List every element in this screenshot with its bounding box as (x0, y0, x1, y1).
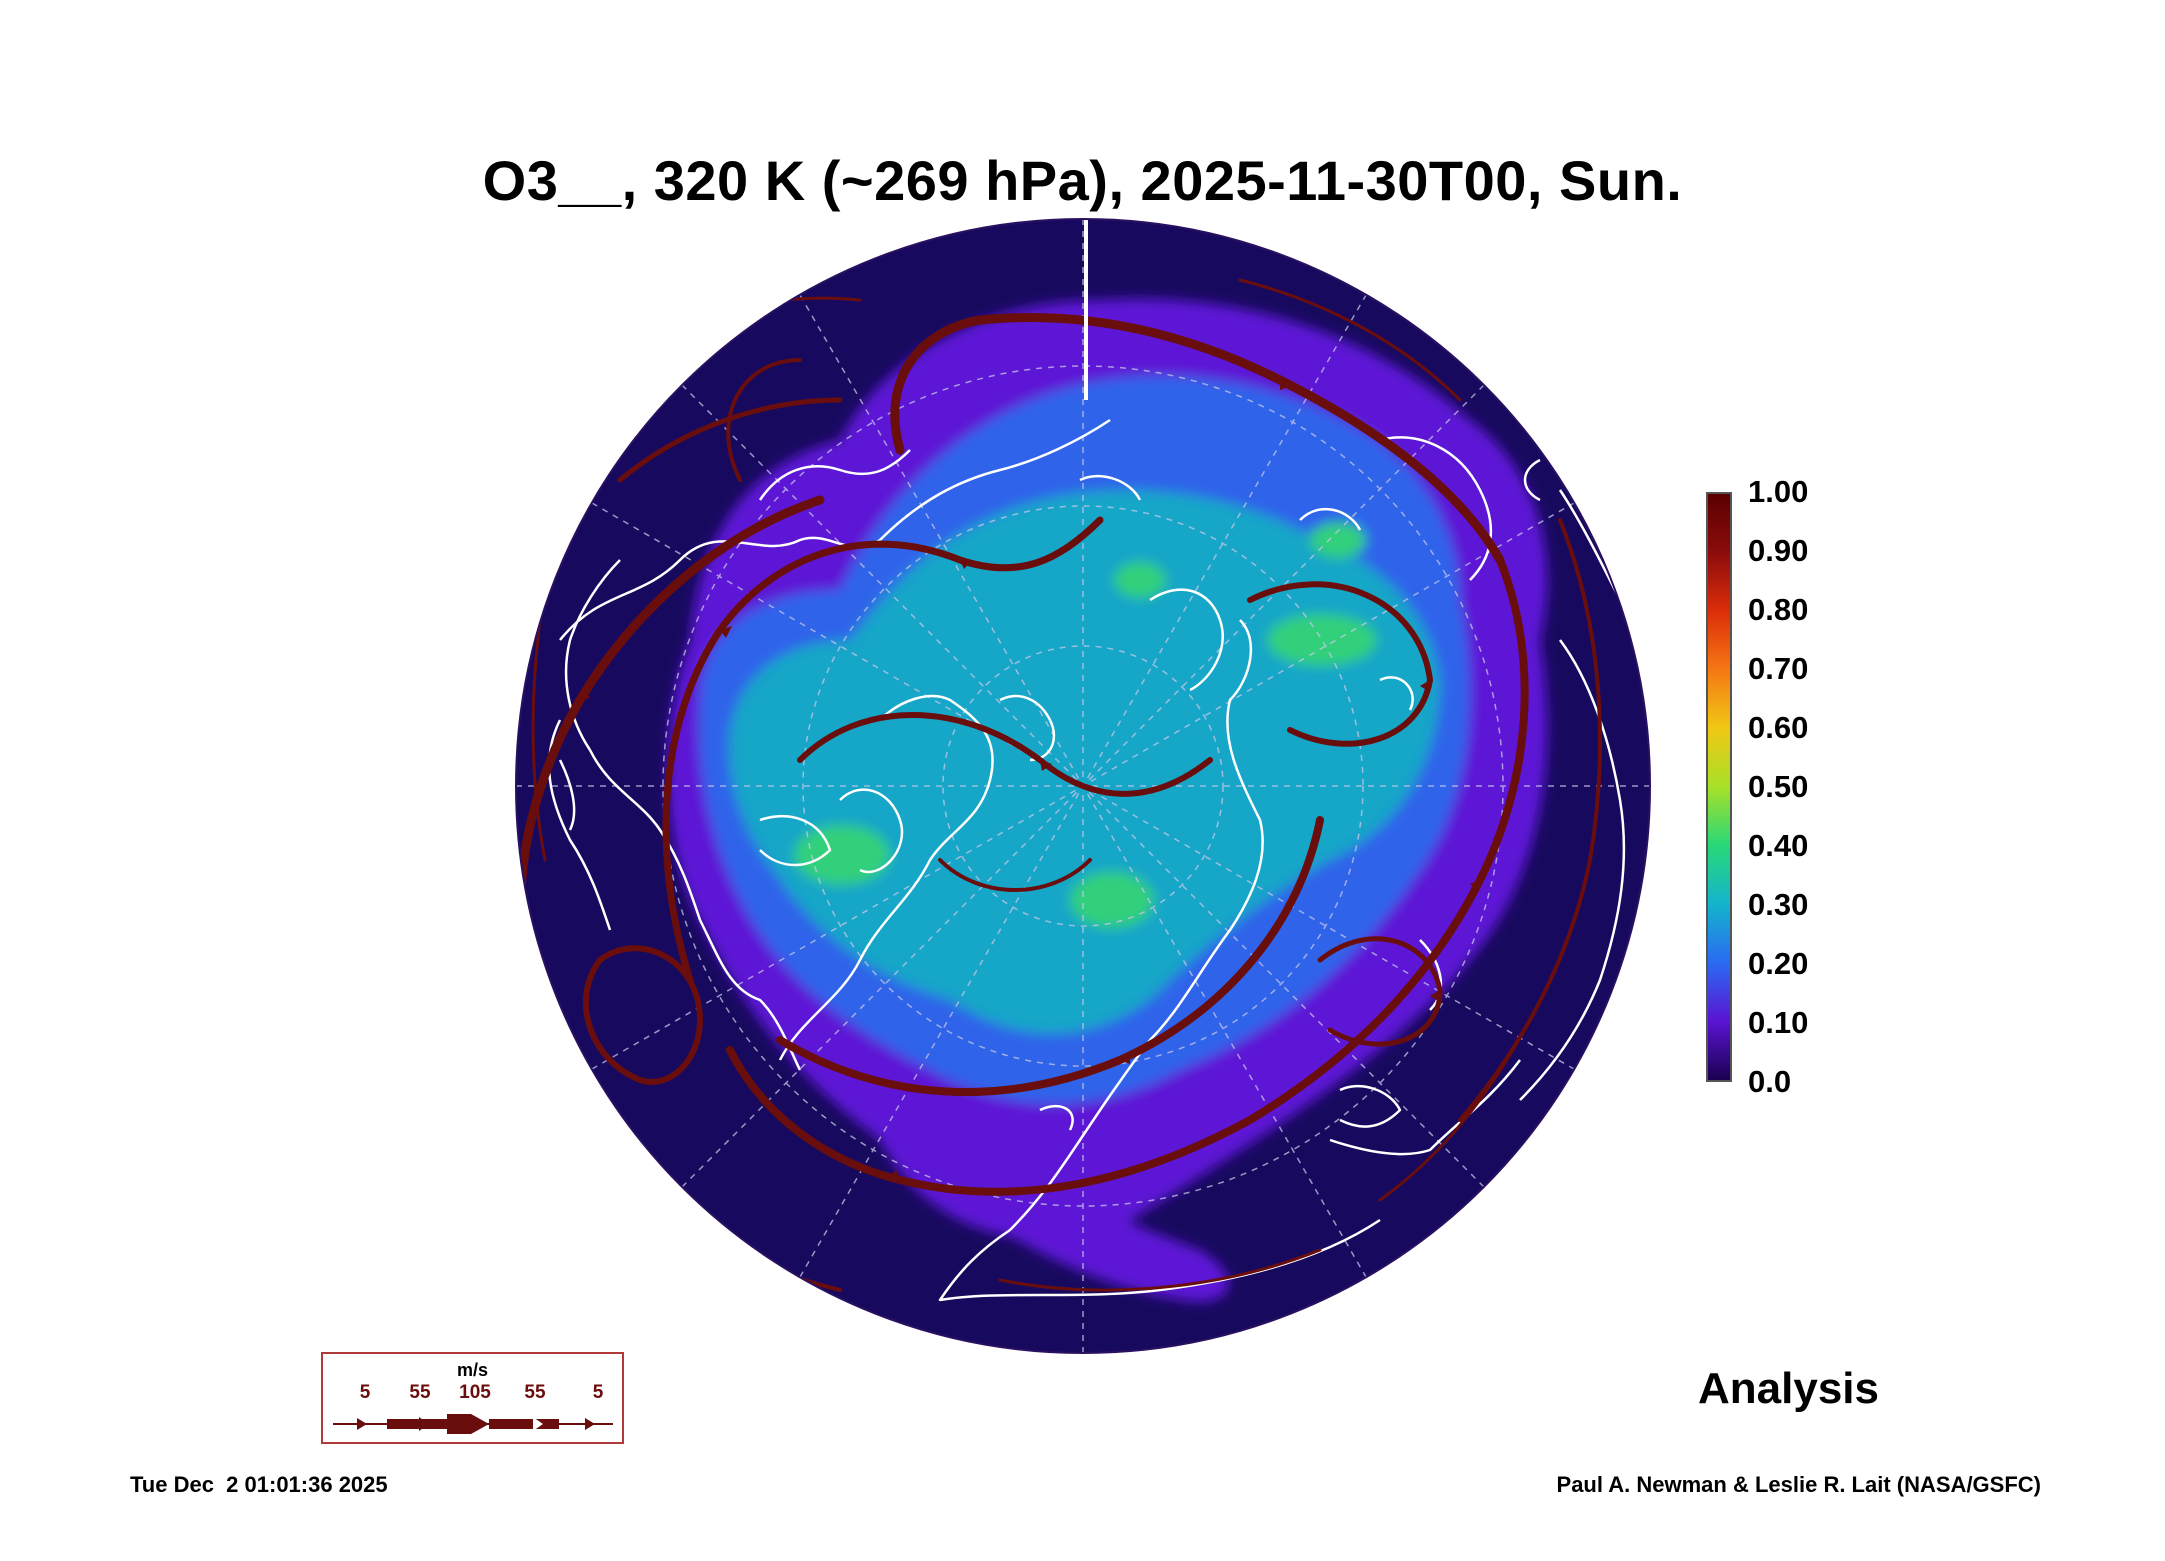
field-green-patch-5 (1114, 562, 1166, 598)
wind-legend-arrow-graphic (333, 1414, 613, 1434)
wind-legend-speed: 55 (409, 1382, 431, 1403)
wind-speed-legend: m/s 5 55 105 55 5 (321, 1352, 624, 1444)
colorbar-label: 0.70 (1748, 651, 1809, 686)
colorbar-label: 0.80 (1748, 592, 1809, 627)
colorbar-label: 0.90 (1748, 533, 1809, 568)
wind-legend-speed: 55 (524, 1382, 546, 1403)
wind-legend-speed: 105 (459, 1382, 491, 1403)
map-border (515, 218, 1651, 1354)
colorbar-label: 0.0 (1748, 1064, 1792, 1099)
colorbar-gradient (1706, 492, 1732, 1082)
field-green-patch-2 (1070, 872, 1154, 928)
colorbar-label: 1.00 (1748, 474, 1809, 509)
streamline-arrowheads (580, 380, 1480, 1180)
wind-legend-speed: 5 (592, 1382, 604, 1403)
colorbar-label: 0.60 (1748, 710, 1809, 745)
map-title: O3__, 320 K (~269 hPa), 2025-11-30T00, S… (482, 149, 1683, 212)
wind-legend-speed: 5 (359, 1382, 371, 1403)
field-green-patch-3 (1267, 614, 1377, 666)
colorbar-label: 0.10 (1748, 1005, 1809, 1040)
coastlines (547, 418, 1626, 1302)
colorbar-label: 0.20 (1748, 946, 1809, 981)
field-green-patch-4 (1310, 522, 1366, 558)
wind-legend-unit: m/s (456, 1360, 489, 1380)
field-cyan-region (729, 490, 1440, 1034)
colorbar-label: 0.40 (1748, 828, 1809, 863)
field-violet-arm (880, 1120, 1229, 1302)
field-green-patch-1 (794, 825, 890, 885)
colorbar-label: 0.50 (1748, 769, 1809, 804)
footer-credit: Paul A. Newman & Leslie R. Lait (NASA/GS… (1556, 1472, 2041, 1497)
analysis-label: Analysis (1698, 1364, 1879, 1413)
footer-timestamp: Tue Dec 2 01:01:36 2025 (130, 1472, 388, 1497)
colorbar-label: 0.30 (1748, 887, 1809, 922)
